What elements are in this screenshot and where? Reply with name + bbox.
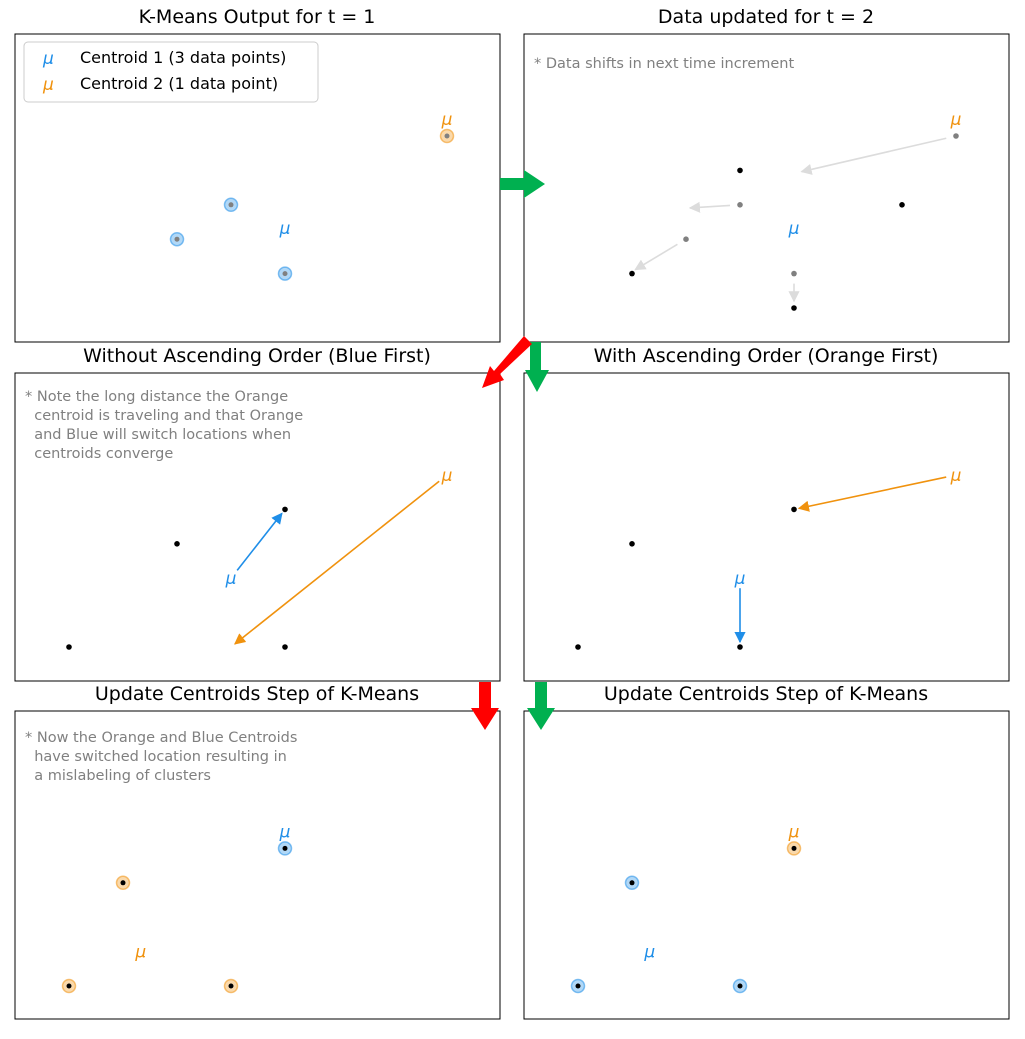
p3-blue-move-arrow: [236, 512, 283, 571]
green-flow-arrow-right: [500, 170, 545, 198]
p6-blue-point-0: [629, 880, 635, 886]
legend-entry-centroid-2: Centroid 2 (1 data point): [80, 74, 278, 93]
p6-centroid-orange-mu: μ: [788, 822, 800, 842]
p5-orange-point-0: [120, 880, 126, 886]
p4-centroid-orange-mu: μ: [950, 466, 962, 486]
p6-centroid-blue-mu: μ: [643, 943, 655, 963]
p4-point-2: [737, 644, 743, 650]
p6-blue-point-2: [737, 983, 743, 989]
flow-arrows: [471, 170, 555, 730]
p1-centroid-blue-mu: μ: [279, 219, 291, 239]
legend-entry-centroid-1: Centroid 1 (3 data points): [80, 48, 286, 67]
legend-mu-orange-icon: μ: [42, 75, 54, 95]
panel-5-frame: [14, 710, 501, 1020]
p1-blue-point-1: [174, 236, 180, 242]
p1-centroid-orange-mu: μ: [441, 110, 453, 130]
panel-3-title: Without Ascending Order (Blue First): [83, 345, 431, 367]
p2-shift-arrow-3: [800, 137, 947, 175]
panel-2-title: Data updated for t = 2: [658, 6, 874, 28]
p2-old-point-0: [737, 202, 743, 208]
legend-mu-blue-icon: μ: [42, 49, 54, 69]
p2-centroid-blue-mu: μ: [788, 219, 800, 239]
green-flow-arrow-down-2: [527, 682, 555, 730]
p3-orange-move-arrow: [234, 480, 440, 645]
red-flow-arrow-diagonal: [482, 336, 532, 388]
p2-old-point-2: [791, 270, 797, 277]
p3-point-0: [174, 541, 180, 547]
p6-orange-point: [791, 845, 797, 851]
note-line: centroid is traveling and that Orange: [25, 408, 303, 424]
p1-blue-point-2: [282, 271, 288, 277]
panel-5-title: Update Centroids Step of K-Means: [95, 683, 419, 705]
p4-centroid-blue-mu: μ: [734, 569, 746, 589]
p2-shift-arrow-0: [688, 201, 731, 213]
panel-4-frame: [523, 372, 1010, 682]
green-flow-arrow-down-1: [525, 342, 549, 392]
p6-blue-point-1: [575, 983, 581, 989]
note-line: * Note the long distance the Orange: [25, 389, 288, 405]
legend-box: [23, 41, 319, 103]
panel-2-note: * Data shifts in next time increment: [534, 56, 794, 72]
panel-5-note: * Now the Orange and Blue Centroids have…: [25, 730, 297, 784]
p4-point-3: [791, 506, 797, 513]
p3-centroid-orange-mu: μ: [441, 466, 453, 486]
p2-shift-arrow-1: [634, 243, 678, 271]
p5-blue-point: [282, 845, 288, 851]
note-line: a mislabeling of clusters: [25, 768, 211, 784]
p3-point-1: [66, 644, 72, 650]
data-marks: μ μ μ μ μ μ μ μ μ μ μ μ: [61, 110, 962, 994]
p2-new-point-3: [737, 167, 743, 174]
panel-3-frame: [14, 372, 501, 682]
red-flow-arrow-down: [471, 682, 499, 730]
p3-point-3: [282, 506, 288, 513]
p5-orange-point-1: [66, 983, 72, 989]
panel-1-title: K-Means Output for t = 1: [139, 6, 376, 28]
note-line: have switched location resulting in: [25, 749, 287, 765]
p2-new-point-1: [629, 270, 635, 277]
panel-2-frame: [523, 33, 1010, 343]
note-line: * Now the Orange and Blue Centroids: [25, 730, 297, 746]
note-line: and Blue will switch locations when: [25, 427, 291, 443]
panel-6-title: Update Centroids Step of K-Means: [604, 683, 928, 705]
p2-new-point-0: [899, 202, 905, 208]
p1-blue-point-0: [228, 202, 234, 208]
panel-6-frame: [523, 710, 1010, 1020]
p2-old-point-3: [953, 133, 959, 139]
p3-centroid-blue-mu: μ: [225, 569, 237, 589]
p2-old-point-1: [683, 236, 689, 242]
note-line: * Data shifts in next time increment: [534, 56, 794, 72]
p4-orange-move-arrow: [797, 476, 947, 512]
p5-centroid-orange-mu: μ: [134, 943, 146, 963]
note-line: centroids converge: [25, 446, 173, 462]
p5-orange-point-2: [228, 983, 234, 989]
p2-centroid-orange-mu: μ: [950, 110, 962, 130]
p4-point-0: [629, 541, 635, 547]
p5-centroid-blue-mu: μ: [279, 822, 291, 842]
p1-orange-point: [444, 133, 450, 139]
p2-new-point-2: [791, 305, 797, 311]
p4-point-1: [575, 644, 581, 650]
panel-1-legend: μ Centroid 1 (3 data points) μ Centroid …: [23, 41, 319, 103]
panel-3-note: * Note the long distance the Orange cent…: [25, 389, 303, 462]
panel-4-title: With Ascending Order (Orange First): [594, 345, 939, 367]
p3-point-2: [282, 644, 288, 650]
